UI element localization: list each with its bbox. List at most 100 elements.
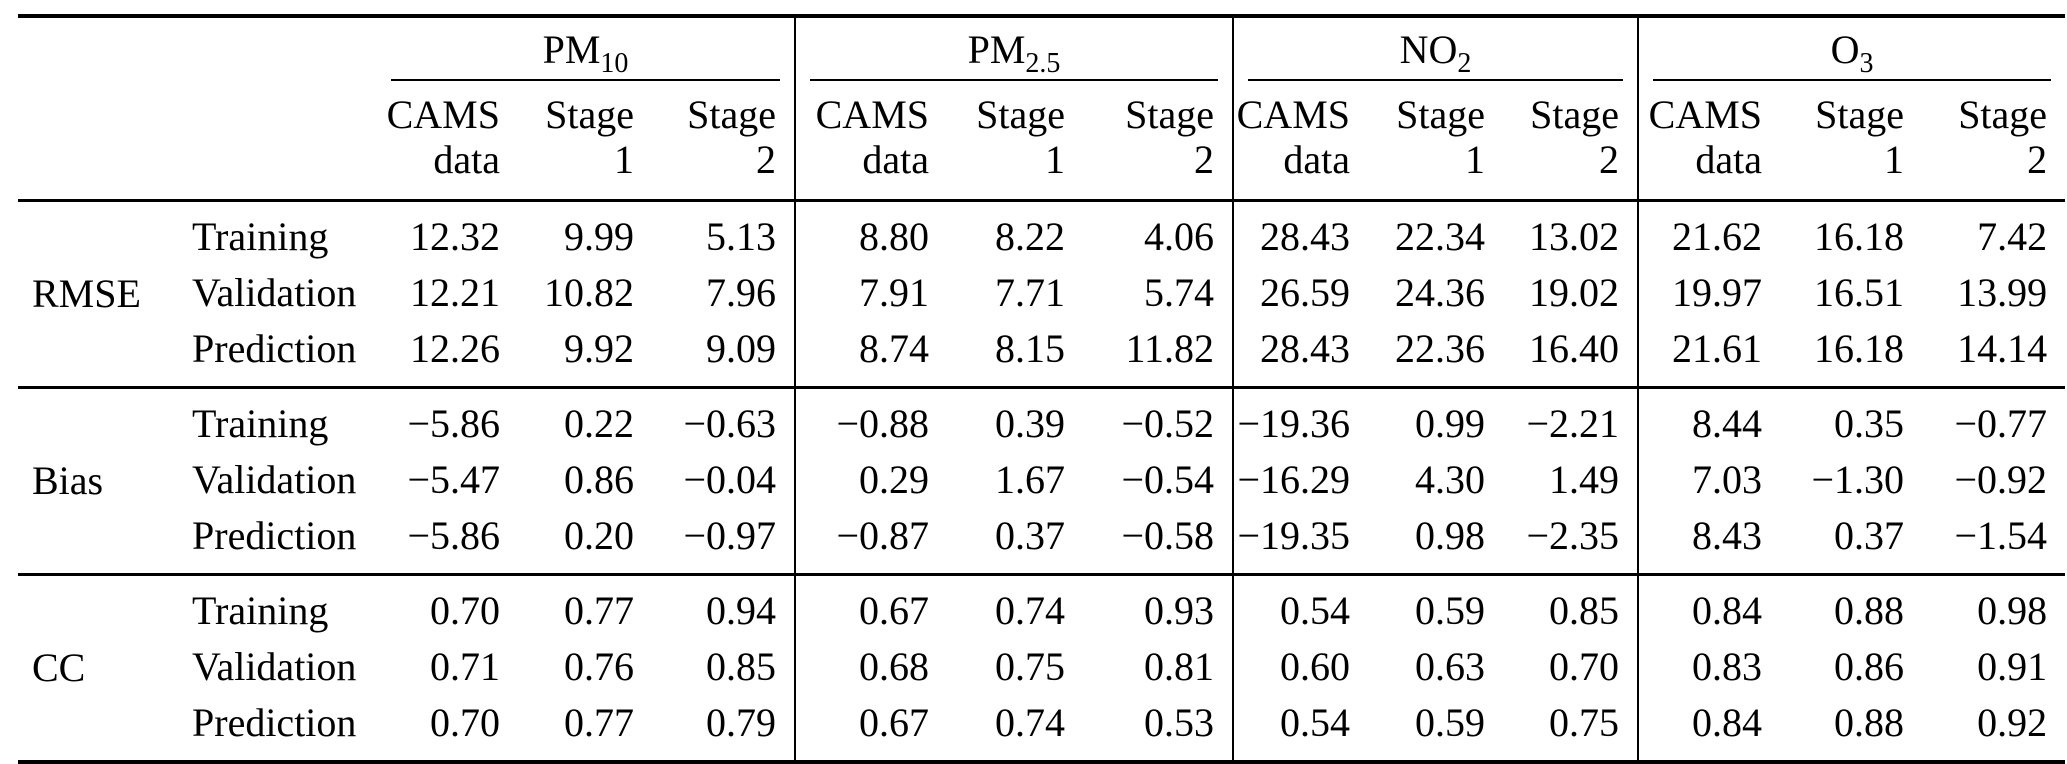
value-cell: 0.60 (1232, 638, 1369, 695)
value-cell: 0.29 (794, 451, 948, 508)
value-cell: 0.88 (1834, 587, 1905, 633)
table-row: Prediction −5.86 0.20 −0.97 −0.87 0.37 −0.58−… (18, 507, 2065, 575)
value-cell: 12.26 (410, 325, 500, 371)
value-cell: 8.44 (1637, 387, 1781, 452)
value-cell: 19.97 (1637, 264, 1781, 321)
table-row: Prediction 0.70 0.77 0.79 0.67 0.74 0.53 0.54 0… (18, 694, 2065, 762)
column-group-header-o3: O3 (1637, 16, 2066, 81)
value-cell: 0.83 (1637, 638, 1781, 695)
group-label-text: PM (542, 27, 601, 72)
column-subheader-stage1: Stage 1 (1368, 81, 1504, 202)
value-cell: 0.67 (794, 574, 948, 639)
column-subheader-stage2: Stage 2 (1503, 81, 1639, 202)
value-cell: 16.18 (1814, 325, 1905, 371)
value-cell: 19.02 (1529, 269, 1620, 315)
value-cell: 0.74 (995, 587, 1066, 633)
value-cell: 0.98 (1977, 587, 2048, 633)
table-row: Validation 12.21 10.82 7.96 7.91 7.71 5.74 26.… (18, 264, 2065, 321)
column-subheader-stage2: Stage 2 (652, 81, 796, 202)
column-group-header-pm10: PM10 (377, 16, 795, 81)
value-cell: 0.53 (1144, 699, 1215, 745)
value-cell: −5.86 (407, 400, 500, 446)
value-cell: 1.49 (1549, 456, 1620, 502)
column-subheader-cams-data: CAMS data (1232, 81, 1369, 202)
value-cell: 0.79 (706, 699, 777, 745)
value-cell: −0.58 (1121, 512, 1215, 558)
value-cell: 0.84 (1637, 574, 1781, 639)
column-subheader-cams-data: CAMS data (377, 81, 518, 202)
value-cell: 13.02 (1529, 213, 1620, 259)
group-label-pm25: PM2.5 (810, 18, 1219, 81)
value-cell: 0.70 (430, 699, 500, 745)
table-row: CC Training 0.70 0.77 0.94 0.67 0.74 0.93 0.54… (18, 574, 2065, 690)
value-cell: 0.77 (564, 699, 634, 745)
value-cell: 0.77 (564, 587, 634, 633)
row-label: Prediction (192, 325, 357, 371)
pollutant-group-row: PM10 PM2.5 NO2 O3 (18, 16, 2066, 81)
value-cell: −5.86 (407, 512, 500, 558)
value-cell: 22.36 (1395, 325, 1486, 371)
value-cell: 8.22 (995, 213, 1066, 259)
value-cell: 0.67 (794, 694, 948, 762)
subheader-spacer (18, 81, 377, 202)
value-cell: −1.30 (1811, 456, 1905, 502)
value-cell: −16.29 (1232, 451, 1369, 508)
value-cell: 9.92 (564, 325, 634, 371)
group-label-text: O (1830, 27, 1860, 72)
column-subheader-stage1: Stage 1 (518, 81, 652, 202)
row-label: Validation (192, 643, 357, 689)
group-label-no2: NO2 (1248, 18, 1624, 81)
row-label: Training (192, 213, 329, 259)
header-spacer (18, 16, 377, 81)
value-cell: 0.86 (564, 456, 634, 502)
value-cell: 7.96 (706, 269, 777, 315)
value-cell: 14.14 (1957, 325, 2048, 371)
value-cell: 13.99 (1957, 269, 2048, 315)
value-cell: 0.88 (1834, 699, 1905, 745)
value-cell: 5.13 (706, 213, 777, 259)
value-cell: 0.86 (1834, 643, 1905, 689)
value-cell: 9.99 (564, 213, 634, 259)
metric-label: RMSE (32, 271, 141, 317)
value-cell: 9.09 (706, 325, 777, 371)
section-cc: CC Training 0.70 0.77 0.94 0.67 0.74 0.93 0.54… (18, 574, 2066, 762)
value-cell: −0.87 (794, 507, 948, 575)
value-cell: 12.32 (410, 213, 500, 259)
group-label-o3: O3 (1653, 18, 2052, 81)
table-row: Validation 0.71 0.76 0.85 0.68 0.75 0.81 0.60 0… (18, 638, 2065, 695)
value-cell: −0.88 (794, 387, 948, 452)
value-cell: −0.77 (1954, 400, 2048, 446)
metric-label: CC (32, 645, 86, 691)
value-cell: −0.04 (683, 456, 777, 502)
value-cell: 0.75 (1549, 699, 1620, 745)
row-label: Prediction (192, 512, 357, 558)
row-label: Training (192, 400, 329, 446)
value-cell: 0.39 (995, 400, 1066, 446)
group-label-text: NO (1399, 27, 1458, 72)
value-cell: 0.54 (1232, 574, 1369, 639)
table-row: Validation −5.47 0.86 −0.04 0.29 1.67 −0.54 −1… (18, 451, 2065, 508)
value-cell: 7.91 (794, 264, 948, 321)
group-label-subscript: 10 (600, 48, 629, 79)
group-label-subscript: 2 (1457, 48, 1472, 79)
column-subheader-stage2: Stage 2 (1922, 81, 2066, 202)
value-cell: 4.06 (1144, 213, 1215, 259)
column-subheader-row: CAMS data Stage 1 Stage 2 CAMS data Stag… (18, 81, 2066, 202)
metric-label: Bias (32, 458, 104, 504)
column-subheader-stage1: Stage 1 (1780, 81, 1923, 202)
value-cell: −0.92 (1954, 456, 2048, 502)
value-cell: −2.21 (1526, 400, 1620, 446)
section-rmse: RMSE Training 12.32 9.99 5.13 8.80 8.22 4.06 2… (18, 200, 2065, 388)
value-cell: 0.70 (1549, 643, 1620, 689)
value-cell: 0.37 (1834, 512, 1905, 558)
value-cell: 16.18 (1814, 213, 1905, 259)
value-cell: 0.71 (430, 643, 500, 689)
group-label-pm10: PM10 (391, 18, 781, 81)
column-subheader-stage1: Stage 1 (947, 81, 1084, 202)
value-cell: 0.70 (430, 587, 500, 633)
group-label-subscript: 2.5 (1025, 48, 1061, 79)
value-cell: 12.21 (410, 269, 500, 315)
value-cell: 1.67 (995, 456, 1066, 502)
value-cell: 0.85 (706, 643, 777, 689)
table-row: Prediction 12.26 9.92 9.09 8.74 8.15 11.82 28.… (18, 320, 2065, 388)
